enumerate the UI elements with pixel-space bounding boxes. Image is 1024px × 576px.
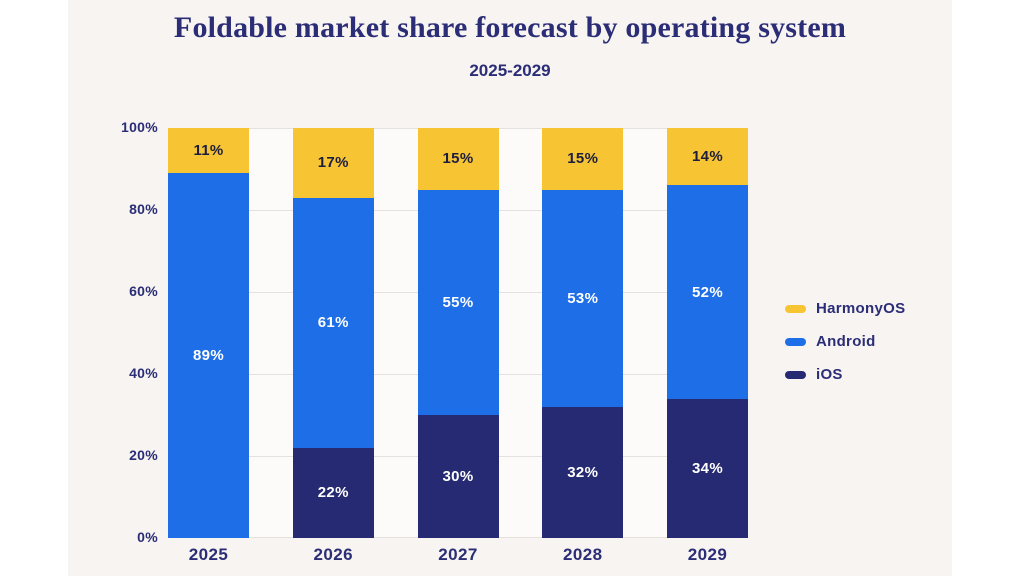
bar-segment-label: 32% <box>567 463 599 481</box>
chart-subtitle: 2025-2029 <box>469 61 551 80</box>
legend-item-harmonyos: HarmonyOS <box>785 292 905 325</box>
bar-2026: 22% 61% 17% <box>292 128 374 538</box>
x-tick-label-2025: 2025 <box>188 545 229 564</box>
bar-segment-harmonyos-2029: 14% <box>667 128 748 186</box>
bar-segment-android-2025: 89% <box>168 173 249 538</box>
bar-segment-label: 52% <box>692 283 723 301</box>
bar-segment-label: 15% <box>567 150 599 168</box>
x-tick-label-2028: 2028 <box>563 545 603 564</box>
bar-segment-label: 61% <box>317 314 349 332</box>
bar-segment-label: 53% <box>567 289 599 307</box>
legend-label: Android <box>816 333 876 350</box>
bar-segment-android-2027: 55% <box>417 189 499 415</box>
legend-swatch-ios <box>785 370 806 379</box>
bar-segment-label: 14% <box>692 148 723 166</box>
bar-segment-label: 34% <box>692 459 723 477</box>
legend-label: HarmonyOS <box>816 300 906 317</box>
bar-segment-label: 17% <box>317 154 349 172</box>
legend-label: iOS <box>816 366 843 383</box>
bar-segment-harmonyos-2025: 11% <box>168 128 249 174</box>
bar-segment-android-2029: 52% <box>667 185 748 399</box>
y-tick-label-20: 20% <box>129 447 158 463</box>
bar-segment-label: 89% <box>193 347 224 365</box>
legend: HarmonyOS Android iOS <box>785 292 905 391</box>
bar-segment-ios-2026: 22% <box>292 447 374 538</box>
y-tick-label-60: 60% <box>129 283 158 299</box>
x-tick-label-2027: 2027 <box>438 545 478 564</box>
bar-segment-harmonyos-2026: 17% <box>292 128 374 198</box>
bar-2029: 34% 52% 14% <box>667 128 748 538</box>
legend-item-ios: iOS <box>785 358 905 391</box>
legend-item-android: Android <box>785 325 905 358</box>
bar-segment-harmonyos-2028: 15% <box>542 128 624 190</box>
bar-segment-label: 22% <box>317 484 349 502</box>
bar-segment-ios-2028: 32% <box>542 406 624 538</box>
x-tick-label-2026: 2026 <box>313 545 353 564</box>
bar-segment-harmonyos-2027: 15% <box>417 128 499 190</box>
chart-title: Foldable market share forecast by operat… <box>173 11 847 44</box>
y-tick-label-0: 0% <box>137 529 158 545</box>
bar-segment-label: 11% <box>193 142 224 160</box>
chart-card: Foldable market share forecast by operat… <box>68 0 952 576</box>
bar-segment-ios-2029: 34% <box>667 398 748 538</box>
y-tick-label-100: 100% <box>120 119 158 135</box>
x-tick-label-2029: 2029 <box>687 545 728 564</box>
bar-segment-android-2026: 61% <box>292 197 374 448</box>
y-tick-label-80: 80% <box>129 201 158 217</box>
bar-segment-label: 30% <box>442 468 474 485</box>
bar-segment-ios-2027: 30% <box>417 415 499 538</box>
bar-segment-android-2028: 53% <box>542 189 624 407</box>
plot-area: 89% 11% 22% 61% 17% 30% 55% 15% 32% 53% 15% 34% 52% 1… <box>168 128 748 538</box>
bar-2025: 89% 11% <box>168 128 249 538</box>
legend-swatch-harmonyos <box>785 304 806 313</box>
bar-segment-label: 55% <box>442 293 474 311</box>
bar-segment-label: 15% <box>442 150 474 168</box>
y-tick-label-40: 40% <box>129 365 158 381</box>
legend-swatch-android <box>785 337 806 346</box>
bar-2027: 30% 55% 15% <box>417 128 499 538</box>
bar-2028: 32% 53% 15% <box>542 128 624 538</box>
